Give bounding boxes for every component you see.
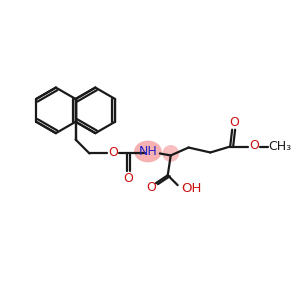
Text: O: O — [229, 116, 239, 129]
Text: O: O — [123, 172, 133, 185]
Text: O: O — [108, 146, 118, 159]
Text: O: O — [249, 139, 259, 152]
Text: OH: OH — [181, 182, 202, 195]
Ellipse shape — [162, 145, 179, 162]
Text: O: O — [146, 181, 156, 194]
Text: NH: NH — [139, 145, 157, 158]
Text: CH₃: CH₃ — [268, 140, 291, 153]
Ellipse shape — [134, 141, 162, 162]
